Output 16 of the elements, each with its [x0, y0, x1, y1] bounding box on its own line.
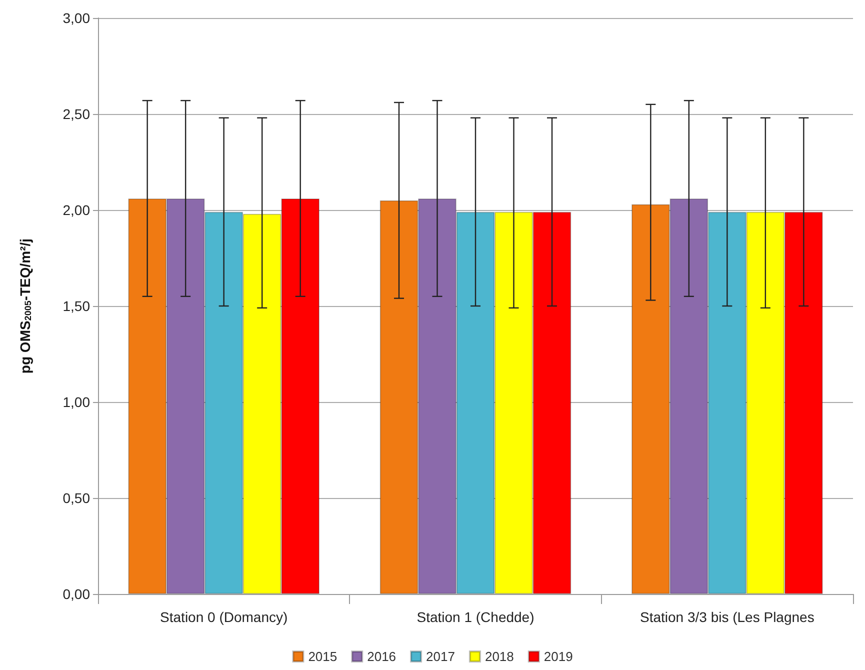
- y-tick-label: 0,00: [62, 586, 90, 602]
- legend-label: 2018: [484, 649, 514, 664]
- y-tick-label: 0,50: [62, 490, 90, 506]
- y-axis-title: pg OMS2005-TEQ/m²/j: [17, 238, 33, 374]
- legend-label: 2019: [544, 649, 573, 664]
- y-tick-label: 1,00: [62, 394, 90, 410]
- x-tick-label: Station 0 (Domancy): [160, 609, 288, 625]
- legend-label: 2015: [308, 649, 338, 664]
- y-tick-label: 2,00: [62, 202, 90, 218]
- legend-label: 2017: [426, 649, 455, 664]
- y-tick-label: 2,50: [62, 106, 90, 122]
- y-tick-label: 3,00: [62, 10, 90, 26]
- x-tick-label: Station 3/3 bis (Les Plagnes: [640, 609, 814, 625]
- legend-label: 2016: [367, 649, 396, 664]
- y-tick-label: 1,50: [62, 298, 90, 314]
- x-tick-label: Station 1 (Chedde): [416, 609, 534, 625]
